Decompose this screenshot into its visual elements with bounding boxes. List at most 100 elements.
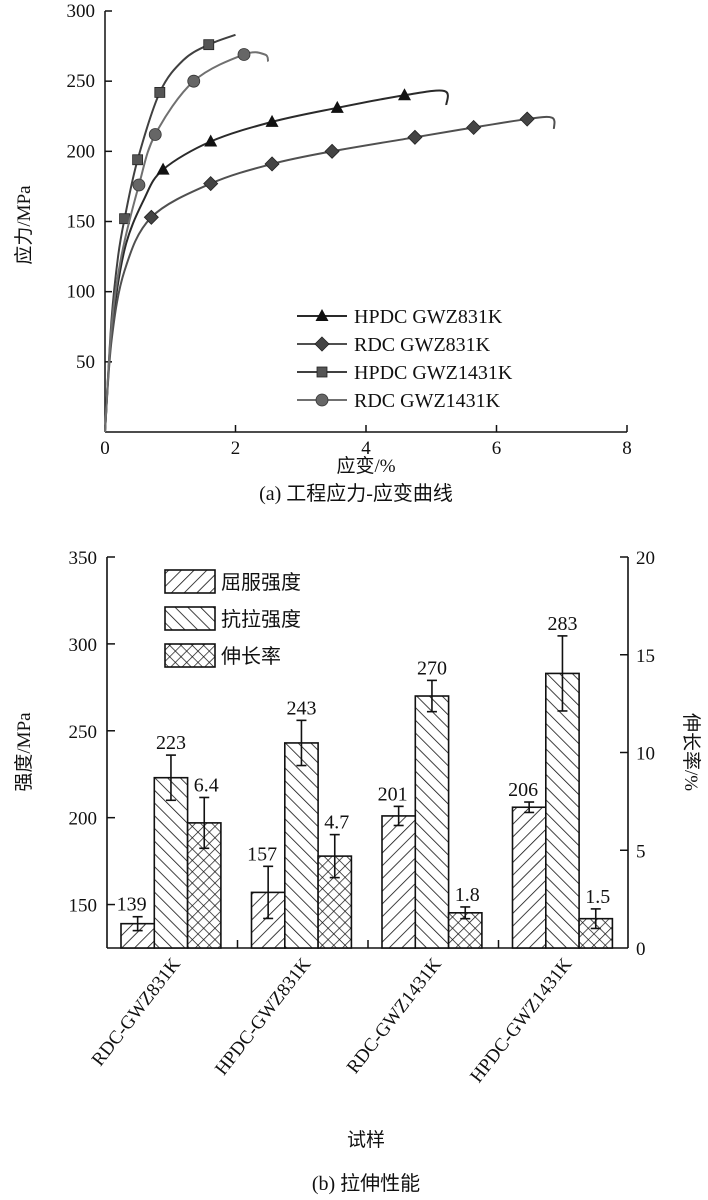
chart-b-y2label: 伸长率/%: [680, 713, 702, 791]
left-y-tick-label: 200: [69, 809, 98, 830]
series-rdc-gwz831k: [104, 111, 556, 433]
bar-抗拉强度: [544, 672, 580, 949]
y-tick-label: 200: [67, 141, 96, 162]
diamond-marker: [143, 209, 159, 225]
category-label: RDC-GWZ1431K: [343, 954, 446, 1078]
legend-item: HPDC GWZ1431K: [297, 362, 513, 384]
right-y-tick-label: 20: [636, 548, 655, 569]
left-y-tick-label: 250: [69, 722, 98, 743]
bar-屈服强度: [381, 815, 417, 949]
data-label: 139: [117, 894, 147, 916]
diamond-marker: [203, 176, 219, 192]
y-tick-label: 100: [67, 282, 96, 303]
circle-marker: [237, 48, 251, 61]
series-hpdc-gwz831k: [104, 88, 449, 433]
legend-swatch: [164, 643, 216, 668]
error-bar: [524, 801, 535, 814]
bar-抗拉强度: [153, 776, 189, 949]
legend-swatch: [164, 606, 216, 631]
left-y-tick-label: 150: [69, 896, 98, 917]
x-tick-label: 6: [492, 438, 502, 459]
circle-marker: [132, 178, 146, 192]
y-tick-label: 50: [76, 352, 95, 373]
y-tick-label: 150: [67, 212, 96, 233]
triangle-marker: [397, 88, 411, 101]
legend-diamond-marker: [314, 336, 330, 352]
chart-a-ylabel: 应力/MPa: [13, 185, 35, 265]
left-y-tick-label: 350: [69, 548, 98, 569]
diamond-marker: [519, 111, 535, 127]
legend-label: HPDC GWZ1431K: [354, 362, 513, 384]
bar-抗拉强度: [414, 695, 450, 949]
legend-square-marker: [316, 366, 328, 378]
right-y-tick-label: 5: [636, 841, 646, 862]
legend-label: 抗拉强度: [221, 608, 301, 631]
chart-a-caption: (a) 工程应力-应变曲线: [259, 482, 453, 505]
data-label: 270: [417, 657, 447, 679]
error-bar: [132, 915, 143, 932]
chart-b-ylabel: 强度/MPa: [13, 712, 35, 792]
legend-label: RDC GWZ831K: [354, 334, 491, 356]
legend-circle-marker: [315, 393, 329, 407]
data-label: 157: [247, 843, 277, 865]
category-label: RDC-GWZ831K: [88, 954, 185, 1070]
legend-swatch: [164, 569, 216, 594]
square-marker: [203, 39, 215, 51]
diamond-marker: [407, 129, 423, 145]
x-tick-label: 0: [100, 438, 110, 459]
square-marker: [154, 86, 166, 98]
series-line: [104, 33, 236, 433]
error-bar: [296, 719, 307, 767]
tensile-properties-chart: 150 200 250 300 350 0 5 10 15 20 RDC-GWZ831K HPDC-G…: [69, 548, 656, 1087]
x-tick-label: 4: [361, 438, 371, 459]
category-label: HPDC-GWZ831K: [211, 954, 315, 1079]
error-bar: [165, 754, 176, 802]
data-label: 206: [508, 779, 538, 801]
error-bar: [199, 796, 210, 850]
series-line: [104, 115, 556, 433]
right-y-tick-label: 10: [636, 744, 655, 765]
x-tick-label: 2: [231, 438, 241, 459]
y-tick-label: 300: [67, 1, 96, 22]
square-marker: [132, 154, 144, 166]
legend-label: 伸长率: [221, 645, 281, 668]
chart-b-xlabel: 试样: [347, 1129, 385, 1151]
diamond-marker: [466, 119, 482, 136]
legend-item: RDC GWZ831K: [297, 334, 491, 356]
legend-label: RDC GWZ1431K: [354, 390, 501, 412]
data-label: 6.4: [194, 774, 219, 796]
data-label: 223: [156, 732, 186, 754]
left-y-tick-label: 300: [69, 635, 98, 656]
triangle-marker: [156, 162, 170, 175]
stress-strain-chart: 0 2 4 6 8 50 100 150 200 250 300 HPDC GWZ831K RDC GW…: [67, 1, 632, 459]
legend-item: HPDC GWZ831K: [297, 306, 503, 328]
chart-a-xlabel: 应变/%: [336, 455, 395, 477]
x-tick-label: 8: [622, 438, 632, 459]
data-label: 283: [547, 613, 577, 635]
triangle-marker: [204, 134, 218, 147]
data-label: 4.7: [324, 812, 349, 834]
error-bar: [590, 908, 601, 930]
triangle-marker: [330, 100, 344, 113]
triangle-marker: [265, 114, 279, 127]
right-y-tick-label: 15: [636, 646, 655, 667]
legend-label: 屈服强度: [221, 571, 301, 594]
category-label: HPDC-GWZ1431K: [466, 954, 576, 1087]
legend-label: HPDC GWZ831K: [354, 306, 503, 328]
circle-marker: [187, 74, 201, 88]
error-bar: [393, 805, 404, 827]
chart-b-caption: (b) 拉伸性能: [312, 1172, 420, 1195]
circle-marker: [148, 128, 162, 141]
series-line: [104, 51, 270, 433]
data-label: 201: [378, 783, 408, 805]
legend-triangle-marker: [315, 309, 329, 321]
error-bar: [557, 635, 568, 712]
error-bar: [426, 679, 437, 713]
error-bar: [263, 865, 274, 920]
diamond-marker: [324, 143, 340, 159]
bar-抗拉强度: [283, 742, 319, 949]
series-rdc-gwz1431k: [104, 48, 270, 433]
error-bar: [460, 906, 471, 920]
right-y-tick-label: 0: [636, 939, 646, 960]
